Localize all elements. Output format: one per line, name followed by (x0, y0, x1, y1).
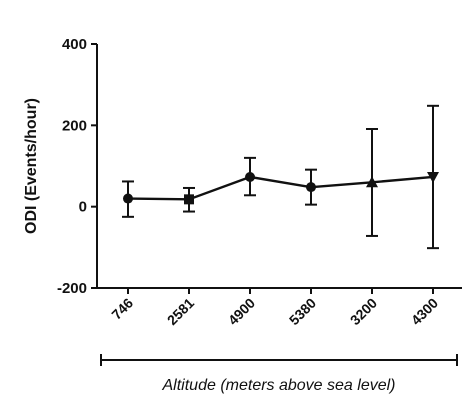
y-axis-label: ODI (Events/hour) (23, 98, 40, 234)
data-point (123, 193, 133, 204)
data-point (427, 171, 439, 183)
x-tick-label: 3200 (347, 295, 380, 328)
series-line (127, 175, 434, 201)
data-point (184, 194, 194, 205)
x-axis-label: Altitude (meters above sea level) (162, 377, 396, 394)
x-tick-label: 4900 (225, 295, 258, 328)
y-axis: -200 0 200 400 (57, 36, 98, 297)
y-tick-label: 200 (62, 117, 87, 134)
x-tick-label: 2581 (164, 295, 197, 328)
x-axis: 746 2581 4900 5380 3200 4300 (97, 287, 462, 328)
data-point (245, 171, 255, 182)
y-tick-label: 400 (62, 36, 87, 53)
x-tick-label: 5380 (286, 295, 319, 328)
y-tick-label: 0 (79, 199, 87, 216)
y-tick-label: -200 (57, 280, 87, 297)
data-point (366, 176, 378, 188)
x-tick-label: 4300 (408, 295, 441, 328)
series (122, 104, 439, 250)
data-point (306, 182, 316, 193)
x-tick-label: 746 (108, 295, 136, 323)
